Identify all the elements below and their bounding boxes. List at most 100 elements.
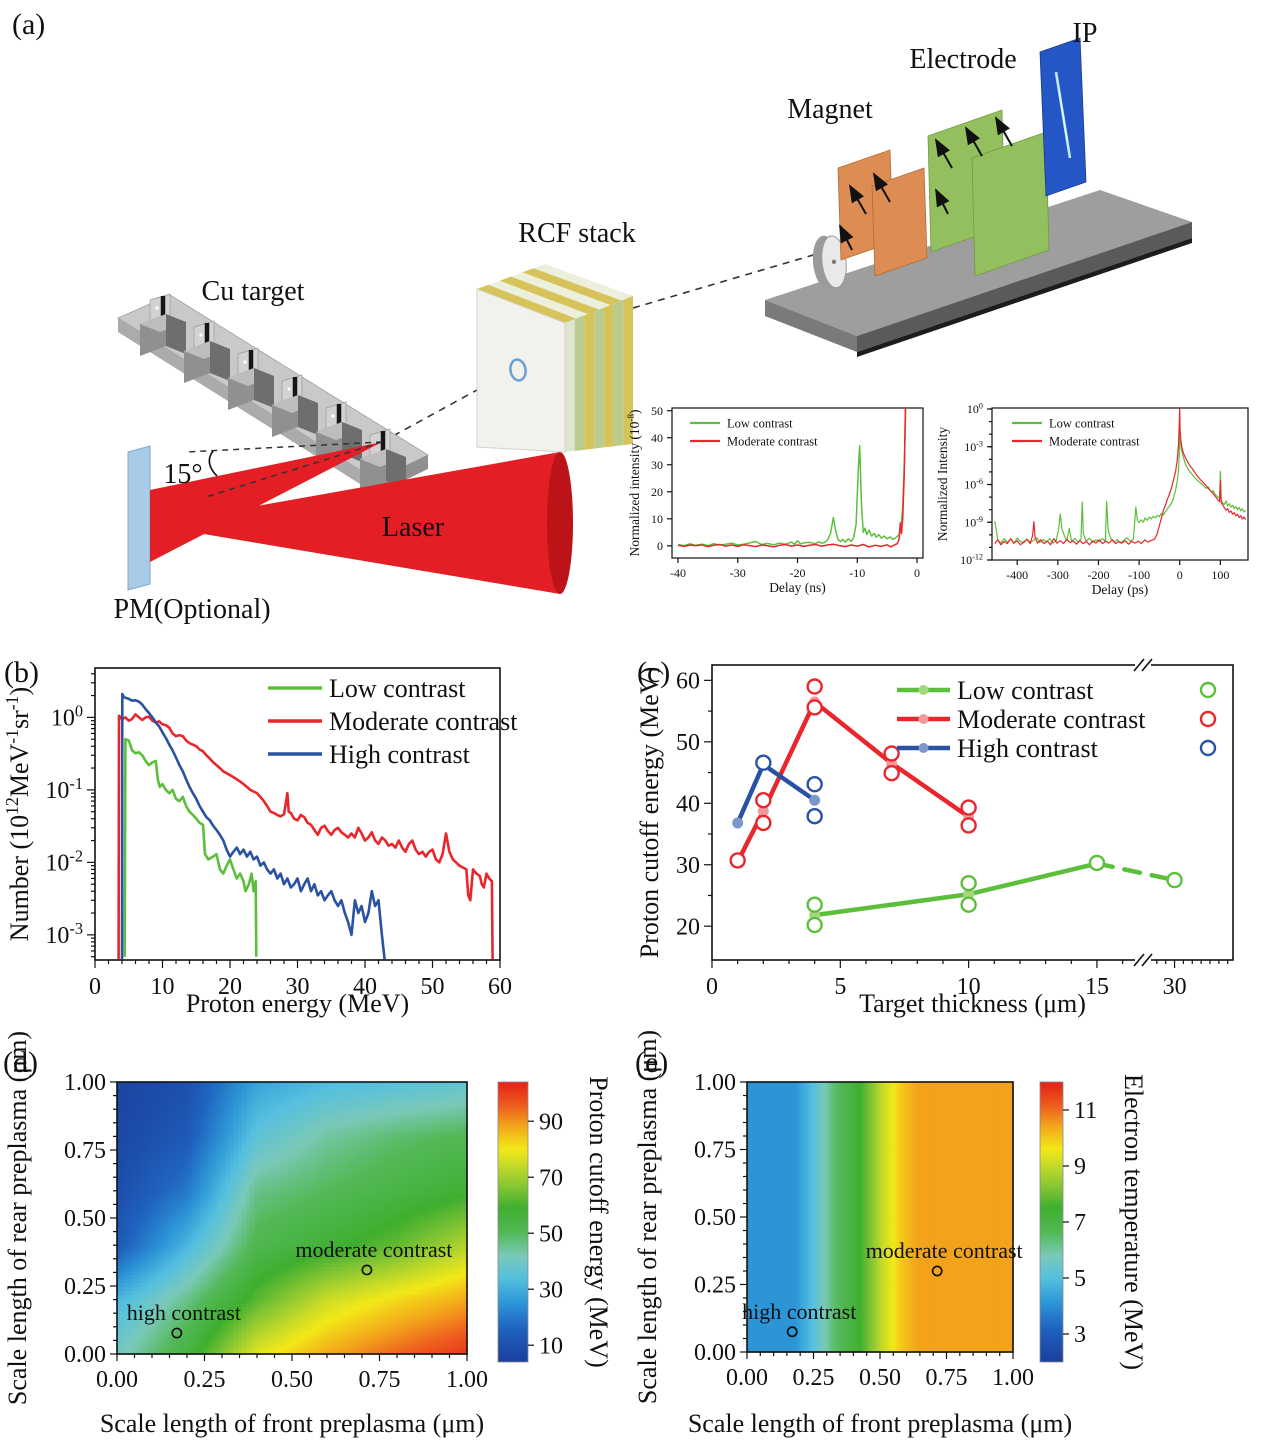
series-low-contrast [806, 854, 1183, 934]
plasma-mirror [127, 445, 151, 591]
chart-text: -400 [1006, 568, 1028, 582]
legend-label: Moderate contrast [1049, 434, 1140, 448]
chart-text: -10 [849, 566, 865, 580]
chart-text: 10 [957, 974, 981, 1000]
annotation-text: high contrast [127, 1300, 241, 1325]
chart-text: 5 [834, 974, 846, 1000]
chart-text: 10-6 [964, 477, 983, 492]
rcf-hole [509, 358, 527, 382]
cu-target-block [272, 374, 318, 437]
chart-text: 0.00 [64, 1342, 106, 1368]
legend-label: High contrast [957, 734, 1099, 763]
axes-ticks [704, 679, 1229, 968]
x-axis-title: Scale length of front preplasma (μm) [100, 1409, 484, 1438]
cu-target-block [140, 293, 186, 356]
chart-text: -100 [1128, 568, 1150, 582]
chart-text: 60 [488, 974, 512, 1000]
x-axis-title: Proton energy (MeV) [186, 989, 409, 1018]
electrode-plates [927, 109, 1050, 277]
axes-ticks [87, 673, 501, 968]
chart-text: -300 [1047, 568, 1069, 582]
y-axis-title: Normalized intensity (10-8) [626, 409, 642, 556]
series-moderate-contrast [677, 408, 907, 548]
legend-label: Low contrast [727, 416, 793, 430]
heatmap-cells [747, 1082, 1014, 1353]
chart-text: 0 [657, 539, 663, 553]
legend: Low contrast Moderate contrast [690, 416, 818, 448]
annotation-text: moderate contrast [866, 1238, 1023, 1263]
chart-text: 40 [353, 974, 377, 1000]
chart-text: 1.00 [64, 1070, 106, 1096]
axis-labels: 0 10 20 30 40 50 60 100 10-1 10-2 10-3 Proton energ… [2, 687, 512, 1018]
ip-plate [1039, 37, 1087, 197]
colorbar-tick-label: 30 [539, 1277, 563, 1303]
colorbar-tick-label: 50 [539, 1221, 563, 1247]
chart-text: 30 [286, 974, 310, 1000]
legend-label: Moderate contrast [727, 434, 818, 448]
chart-text: 0.50 [271, 1367, 313, 1393]
rcf-stack-label: RCF stack [518, 218, 635, 249]
laser-label: Laser [382, 512, 445, 543]
axis-labels: 0 5 10 15 30 20 30 40 50 60 Target thickness (μm) P… [635, 667, 1187, 1018]
series-high-contrast [120, 692, 386, 960]
series-moderate-contrast [117, 713, 494, 960]
plot-frame [991, 407, 1249, 561]
x-axis-title: Target thickness (μm) [859, 989, 1086, 1018]
colorbar-tick-label: 70 [539, 1165, 563, 1191]
chart-text: -40 [670, 566, 686, 580]
axes-ticks [987, 408, 1221, 565]
panel-c-label: (c) [637, 656, 670, 689]
electrode-label: Electrode [909, 44, 1016, 75]
chart-text: 40 [676, 791, 700, 817]
x-axis-title: Scale length of front preplasma (μm) [688, 1409, 1072, 1438]
chart-text: -20 [790, 566, 806, 580]
annotation-text: high contrast [742, 1299, 856, 1324]
colorbar [1039, 1081, 1064, 1363]
x-axis-title: Delay (ns) [769, 580, 826, 595]
panel-e-heatmap: (e) 0.00 0.25 0.50 0.75 1.00 0.00 0.25 0.50 0.75… [633, 1030, 1148, 1438]
chart-text: 100 [1211, 568, 1229, 582]
x-axis-title: Delay (ps) [1092, 582, 1149, 597]
colorbar-tick-label: 3 [1074, 1322, 1086, 1348]
chart-text: 10-12 [960, 553, 983, 568]
colorbar-tick-label: 7 [1074, 1210, 1086, 1236]
chart-text: 0.25 [793, 1365, 835, 1391]
angle-label: 15° [163, 459, 202, 490]
chart-text: 60 [676, 669, 700, 695]
chart-text: 0.75 [359, 1367, 401, 1393]
chart-text: 0.50 [694, 1205, 736, 1231]
panel-a-schematic: (a) [12, 8, 1192, 625]
chart-text: 0.00 [694, 1340, 736, 1366]
chart-text: 20 [651, 485, 663, 499]
chart-text: 0.25 [64, 1274, 106, 1300]
chart-text: -30 [730, 566, 746, 580]
chart-text: 1.00 [446, 1367, 488, 1393]
series-moderate-contrast [729, 678, 977, 869]
panel-a-label: (a) [12, 8, 45, 41]
cu-target-block [184, 320, 230, 383]
panel-e-label: (e) [635, 1046, 668, 1079]
pinhole-disk [812, 235, 847, 290]
axis-labels: -40 -30 -20 -10 0 0 10 20 30 40 50 Delay (ns) Normal… [626, 404, 920, 595]
chart-text: 30 [651, 458, 663, 472]
chart-text: 10 [151, 974, 175, 1000]
chart-text: 0.75 [64, 1138, 106, 1164]
annotation-marker [786, 1326, 798, 1338]
chart-text: -200 [1087, 568, 1109, 582]
panel-d-label: (d) [3, 1046, 38, 1079]
chart-text: 0.75 [694, 1138, 736, 1164]
chart-text: 0.00 [96, 1367, 138, 1393]
chart-text: 0.75 [926, 1365, 968, 1391]
chart-text: 10-2 [45, 846, 83, 876]
plot-frame [671, 407, 924, 559]
chart-text: 20 [676, 914, 700, 940]
y-axis-title: Normalized Intensity [935, 427, 950, 542]
y-axis-title: Scale length of rear preplasma (μm) [633, 1030, 662, 1404]
annotation-marker [361, 1264, 373, 1276]
chart-text: 10-9 [964, 515, 983, 530]
chart-text: 100 [51, 701, 83, 731]
rcf-stack [476, 264, 633, 453]
chart-text: 10 [651, 512, 663, 526]
field-arrows [839, 116, 1013, 251]
chart-e: 0.00 0.25 0.50 0.75 1.00 0.00 0.25 0.50 0.75 1.00… [633, 1030, 1148, 1438]
